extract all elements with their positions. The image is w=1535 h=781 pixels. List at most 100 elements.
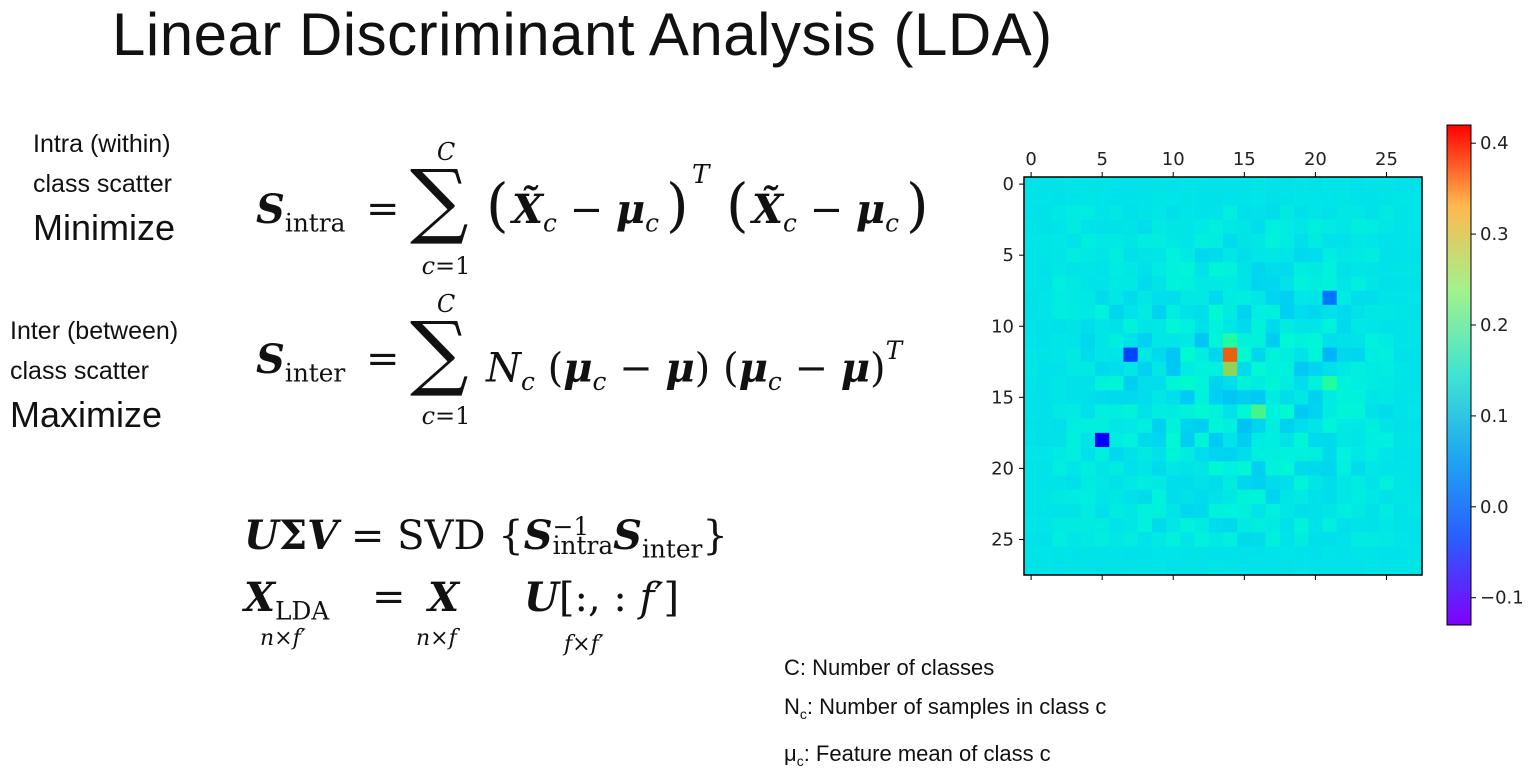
heatmap-cell xyxy=(1322,404,1338,419)
heatmap-cell xyxy=(1350,290,1366,306)
heatmap-cell xyxy=(1151,177,1167,192)
legend-classes: C: Number of classes xyxy=(784,655,995,680)
heatmap-y-tick-label: 20 xyxy=(991,458,1014,479)
heatmap-cell xyxy=(1123,432,1139,448)
heatmap-cell xyxy=(1393,304,1409,320)
heatmap-cell xyxy=(1265,177,1281,192)
heatmap-cell xyxy=(1308,319,1323,334)
heatmap-cell xyxy=(1109,447,1124,462)
heatmap-cell xyxy=(1024,262,1039,277)
heatmap-cell xyxy=(1294,304,1309,320)
heatmap-cell xyxy=(1308,560,1323,576)
heatmap-cell xyxy=(1194,418,1210,434)
heatmap-cell xyxy=(1137,546,1153,562)
heatmap-cell xyxy=(1151,546,1167,562)
heatmap-cell xyxy=(1208,475,1224,491)
heatmap-cell xyxy=(1151,432,1167,448)
colorbar-ticks: 0.4 0.3 0.2 0.1 0.0 −0.1 xyxy=(1471,133,1524,609)
heatmap-cell xyxy=(1109,205,1124,220)
heatmap-cell xyxy=(1350,560,1366,576)
heatmap-cell xyxy=(1393,461,1409,476)
heatmap-cell xyxy=(1024,418,1039,434)
heatmap-cell xyxy=(1208,233,1224,249)
heatmap-cell xyxy=(1166,248,1181,263)
heatmap-cell xyxy=(1137,319,1153,334)
heatmap-cell xyxy=(1279,361,1295,377)
heatmap-cell xyxy=(1294,546,1309,562)
heatmap-cell xyxy=(1109,418,1124,434)
heatmap-cell xyxy=(1166,219,1181,235)
heatmap-cell xyxy=(1038,390,1053,405)
heatmap-cell xyxy=(1208,304,1224,320)
heatmap-cell xyxy=(1080,432,1096,448)
heatmap-cell xyxy=(1166,546,1181,562)
heatmap-cell xyxy=(1166,333,1181,348)
heatmap-cell xyxy=(1393,262,1409,277)
heatmap-cell xyxy=(1393,347,1409,363)
heatmap-cell xyxy=(1180,376,1195,391)
heatmap-cell xyxy=(1393,361,1409,377)
heatmap-cell xyxy=(1180,304,1195,320)
heatmap-cell xyxy=(1208,546,1224,562)
heatmap-cell xyxy=(1109,489,1124,505)
heatmap-cell xyxy=(1251,447,1266,462)
heatmap-cell xyxy=(1095,390,1110,405)
heatmap-cell xyxy=(1151,333,1167,348)
heatmap-cell xyxy=(1322,290,1338,306)
heatmap-cell xyxy=(1407,276,1423,292)
heatmap-cell xyxy=(1066,233,1082,249)
heatmap-cell xyxy=(1166,489,1181,505)
heatmap-cell xyxy=(1350,304,1366,320)
heatmap-cell xyxy=(1237,290,1252,306)
heatmap-cell xyxy=(1166,361,1181,377)
heatmap-cell xyxy=(1223,418,1238,434)
heatmap-cell xyxy=(1251,276,1266,292)
heatmap-cell xyxy=(1024,518,1039,533)
colorbar-tick-label: −0.1 xyxy=(1480,588,1524,609)
heatmap-cell xyxy=(1038,361,1053,377)
heatmap-cell xyxy=(1279,276,1295,292)
heatmap-cell xyxy=(1379,376,1394,391)
heatmap-cell xyxy=(1336,233,1352,249)
heatmap-cell xyxy=(1024,276,1039,292)
heatmap-cell xyxy=(1194,503,1210,519)
heatmap-cell xyxy=(1237,518,1252,533)
heatmap-cell xyxy=(1407,205,1423,220)
heatmap-cell xyxy=(1336,376,1352,391)
heatmap-cells xyxy=(1024,177,1423,576)
heatmap-cell xyxy=(1365,304,1380,320)
heatmap-cell xyxy=(1038,233,1053,249)
heatmap-cell xyxy=(1095,333,1110,348)
heatmap-cell xyxy=(1265,404,1281,419)
heatmap-cell xyxy=(1123,276,1139,292)
heatmap-cell xyxy=(1137,432,1153,448)
heatmap-cell xyxy=(1336,290,1352,306)
heatmap-cell xyxy=(1279,503,1295,519)
heatmap-cell xyxy=(1109,461,1124,476)
heatmap-cell xyxy=(1052,560,1067,576)
heatmap-cell xyxy=(1038,290,1053,306)
heatmap-cell xyxy=(1336,404,1352,419)
heatmap-cell xyxy=(1336,205,1352,220)
heatmap-cell xyxy=(1066,546,1082,562)
heatmap-cell xyxy=(1109,475,1124,491)
heatmap-cell xyxy=(1350,347,1366,363)
colorbar-tick-label: 0.3 xyxy=(1480,224,1509,245)
heatmap-cell xyxy=(1024,532,1039,547)
heatmap-y-tick-label: 15 xyxy=(991,387,1014,408)
heatmap-cell xyxy=(1393,418,1409,434)
heatmap-cell xyxy=(1294,432,1309,448)
heatmap-cell xyxy=(1180,489,1195,505)
heatmap-cell xyxy=(1052,376,1067,391)
heatmap-cell xyxy=(1251,262,1266,277)
heatmap-cell xyxy=(1024,503,1039,519)
heatmap-cell xyxy=(1151,447,1167,462)
heatmap-cell xyxy=(1237,262,1252,277)
heatmap-cell xyxy=(1379,503,1394,519)
heatmap-cell xyxy=(1166,233,1181,249)
heatmap-cell xyxy=(1137,290,1153,306)
heatmap-cell xyxy=(1223,390,1238,405)
heatmap-cell xyxy=(1151,376,1167,391)
heatmap-cell xyxy=(1151,347,1167,363)
heatmap-cell xyxy=(1066,290,1082,306)
